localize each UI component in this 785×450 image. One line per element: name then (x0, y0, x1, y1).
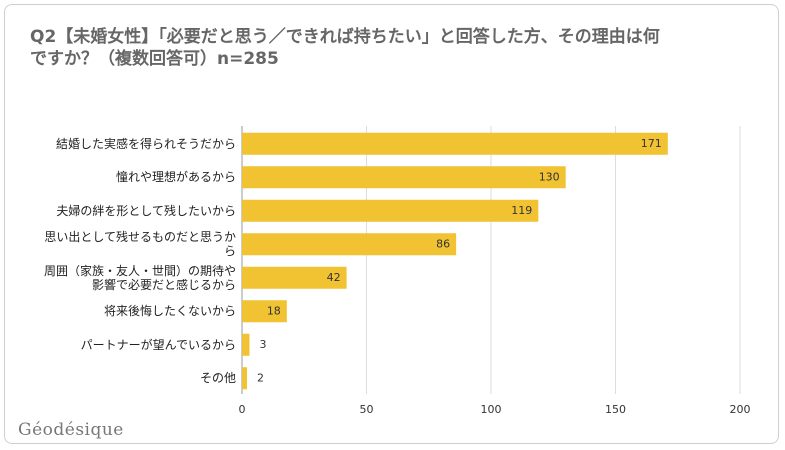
chart-frame (4, 4, 779, 444)
bar (242, 266, 347, 289)
x-tick-label: 200 (730, 403, 751, 416)
bar (242, 233, 457, 256)
x-tick-label: 50 (360, 403, 374, 416)
bar (242, 199, 539, 222)
y-tick-label: 将来後悔したくないから (103, 304, 236, 319)
y-tick-label: 憧れや理想があるから (115, 170, 236, 185)
value-label: 119 (511, 204, 532, 217)
y-tick-label: 結婚した実感を得られそうだから (55, 136, 236, 151)
x-tick-label: 0 (239, 403, 246, 416)
value-label: 2 (257, 371, 264, 384)
y-tick-label: 周囲（家族・友人・世間）の期待や影響で必要だと感じるから (43, 263, 236, 292)
bar (242, 367, 247, 390)
bar (242, 333, 250, 356)
watermark: Géodésique (18, 420, 124, 440)
y-tick-label: 思い出として残せるものだと思うから (44, 230, 236, 259)
y-tick-label: その他 (199, 371, 236, 386)
value-label: 42 (327, 271, 341, 284)
value-label: 86 (436, 237, 450, 250)
x-tick-label: 150 (605, 403, 626, 416)
x-tick-label: 100 (481, 403, 502, 416)
bar (242, 166, 566, 189)
value-label: 171 (641, 137, 662, 150)
bar (242, 300, 287, 323)
value-label: 18 (267, 304, 281, 317)
y-tick-label: パートナーが望んでいるから (80, 337, 236, 352)
chart-title: Q2【未婚女性】「必要だと思う／できれば持ちたい」と回答した方、その理由は何です… (30, 27, 660, 69)
bar (242, 132, 668, 155)
y-tick-label: 夫婦の絆を形として残したいから (56, 203, 236, 218)
value-label: 3 (259, 338, 266, 351)
value-label: 130 (539, 170, 560, 183)
